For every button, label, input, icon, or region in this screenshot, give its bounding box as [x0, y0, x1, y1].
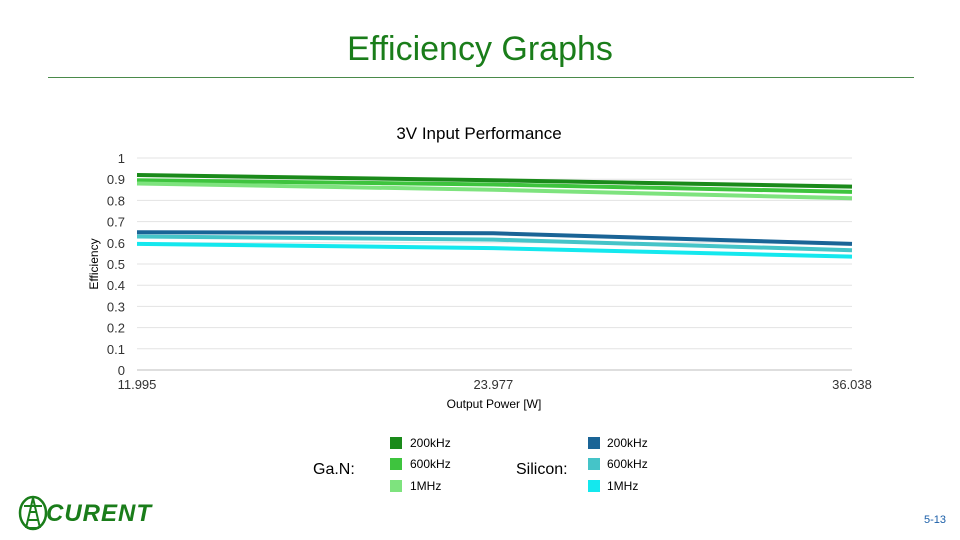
legend-label-si-1mhz: 1MHz [607, 479, 639, 493]
legend-swatch-si-1mhz [588, 480, 600, 492]
y-tick-label: 0.9 [107, 172, 125, 187]
series-line-gan-200khz [136, 172, 853, 189]
legend-swatch-si-200khz [588, 437, 600, 449]
legend-label-si-200khz: 200kHz [607, 436, 648, 450]
y-tick-label: 1 [118, 151, 125, 166]
series-line-silicon-600khz [136, 234, 853, 253]
page-number: 5-13 [923, 514, 946, 526]
y-axis-ticks: 0 0.1 0.2 0.3 0.4 0.5 0.6 0.7 0.8 0.9 1 [107, 151, 125, 378]
x-tick-label: 11.995 [118, 377, 157, 392]
curent-logo-text: CURENT [46, 500, 152, 527]
legend-label-si-600khz: 600kHz [607, 457, 648, 471]
y-tick-label: 0.2 [107, 321, 125, 336]
legend-swatch-gan-1mhz [390, 480, 402, 492]
efficiency-line-chart: 3V Input Performance 0 0.1 0.2 0.3 0.4 0.5 0.6… [87, 124, 872, 411]
y-tick-label: 0.4 [107, 278, 125, 293]
legend-label-gan-200khz: 200kHz [410, 436, 451, 450]
y-tick-label: 0.8 [107, 193, 125, 208]
series-line-gan-600khz [136, 178, 853, 194]
x-tick-label: 23.977 [473, 377, 513, 392]
slide-title: Efficiency Graphs [347, 30, 613, 68]
legend-label-gan-1mhz: 1MHz [410, 479, 442, 493]
series-line-silicon-200khz [136, 230, 853, 246]
x-axis-label: Output Power [W] [447, 397, 542, 411]
legend-swatch-gan-600khz [390, 458, 402, 470]
x-tick-label: 36.038 [832, 377, 872, 392]
chart-title: 3V Input Performance [396, 124, 561, 143]
legend-group-gan: Ga.N: [313, 461, 355, 478]
legend-label-gan-600khz: 600kHz [410, 457, 451, 471]
y-tick-label: 0.3 [107, 299, 125, 314]
curent-tower-icon [18, 495, 48, 531]
x-axis-ticks: 11.995 23.977 36.038 [118, 377, 872, 392]
title-divider [48, 77, 914, 78]
chart-series [136, 172, 853, 259]
y-tick-label: 0 [118, 363, 125, 378]
y-tick-label: 0.6 [107, 236, 125, 251]
y-axis-label: Efficiency [87, 238, 101, 289]
legend-swatch-gan-200khz [390, 437, 402, 449]
y-tick-label: 0.7 [107, 215, 125, 230]
series-line-silicon-1mhz [136, 241, 853, 259]
legend-group-silicon: Silicon: [516, 461, 568, 478]
series-line-gan-1mhz [136, 181, 853, 201]
y-tick-label: 0.1 [107, 342, 125, 357]
y-tick-label: 0.5 [107, 257, 125, 272]
legend-swatch-si-600khz [588, 458, 600, 470]
